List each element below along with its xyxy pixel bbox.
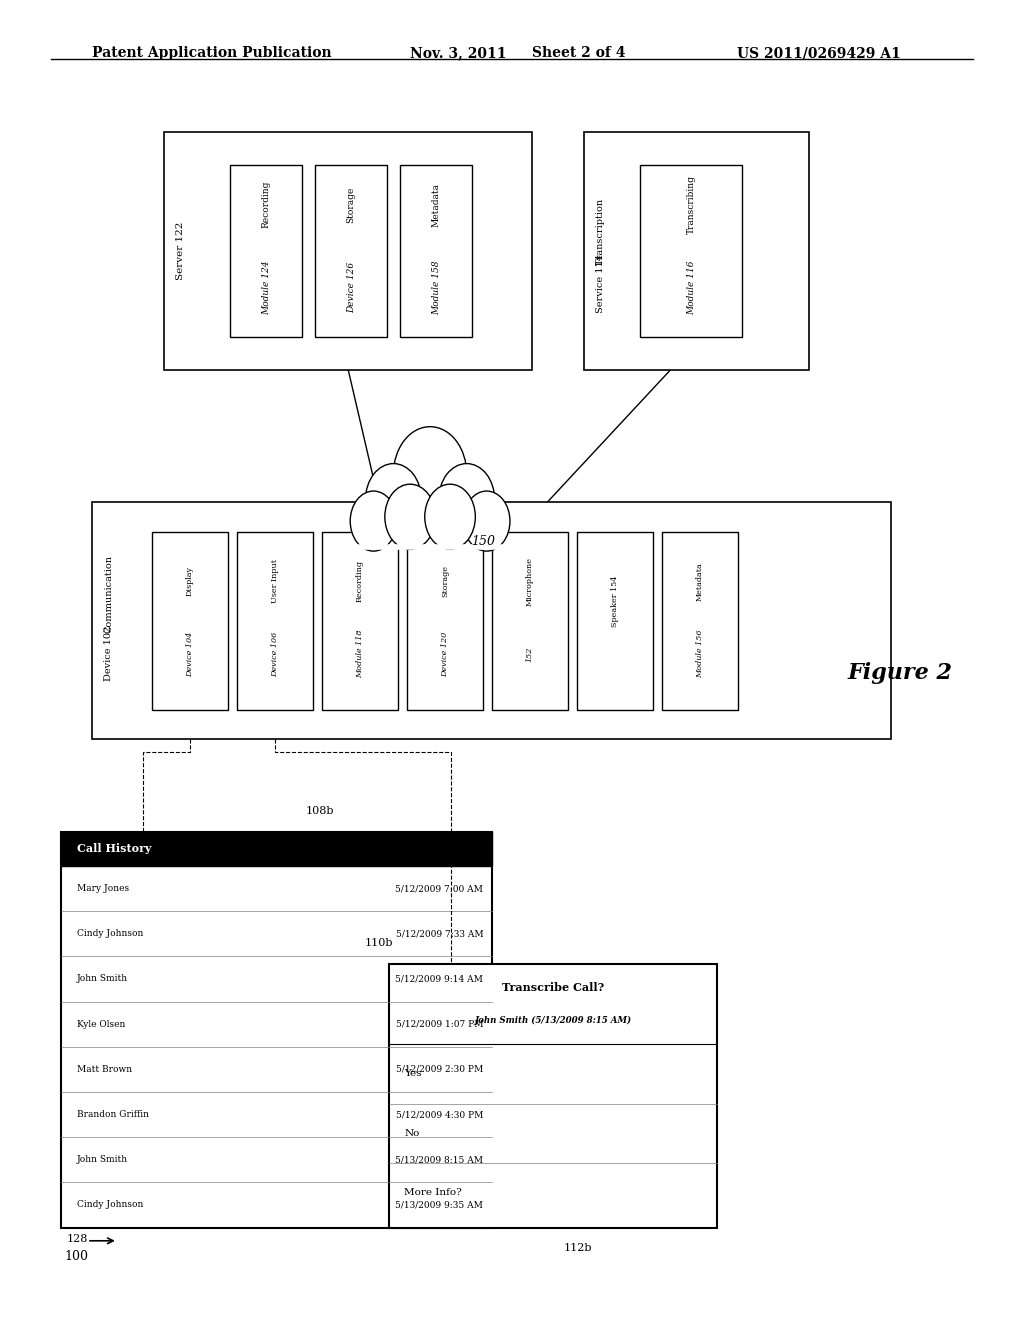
Bar [230,165,302,337]
Text: Transcribe Call?: Transcribe Call? [502,982,604,993]
Text: Sheet 2 of 4: Sheet 2 of 4 [532,46,626,61]
Circle shape [350,491,396,552]
Text: Brandon Griffin: Brandon Griffin [77,1110,148,1119]
Bar [61,832,492,1228]
Circle shape [463,491,510,552]
Text: Module 124: Module 124 [262,260,270,315]
Text: Mary Jones: Mary Jones [77,884,129,894]
Bar [407,532,483,710]
Text: Module 158: Module 158 [432,260,440,315]
Text: Yes: Yes [404,1069,422,1078]
Text: Recording: Recording [356,561,364,602]
Bar [92,502,891,739]
Text: 112b: 112b [563,1243,592,1254]
Text: Microphone: Microphone [526,557,534,606]
Text: Metadata: Metadata [432,182,440,227]
Text: 5/12/2009 9:14 AM: 5/12/2009 9:14 AM [395,974,483,983]
Text: John Smith: John Smith [77,974,128,983]
Text: 5/12/2009 4:30 PM: 5/12/2009 4:30 PM [396,1110,483,1119]
Text: Module 118: Module 118 [356,630,364,678]
Text: Device 102: Device 102 [104,626,114,681]
Text: Device 106: Device 106 [271,631,279,677]
Text: Nov. 3, 2011: Nov. 3, 2011 [410,46,506,61]
Bar [640,165,742,337]
Bar [315,165,387,337]
Text: Device 126: Device 126 [347,263,355,313]
Bar [400,165,472,337]
Text: Service 114: Service 114 [596,255,605,313]
Bar [152,532,228,710]
Text: Server 122: Server 122 [176,222,185,280]
Text: 108b: 108b [305,805,334,816]
Text: 150: 150 [471,535,495,548]
Text: Recording: Recording [262,181,270,228]
Text: Device 120: Device 120 [441,631,449,677]
Text: 5/13/2009 9:35 AM: 5/13/2009 9:35 AM [395,1200,483,1209]
Text: 5/12/2009 7:00 AM: 5/12/2009 7:00 AM [395,884,483,894]
Text: 128: 128 [67,1234,88,1245]
Circle shape [366,463,422,536]
Text: 110b: 110b [365,937,393,948]
Bar [61,832,492,866]
Text: 100: 100 [65,1250,89,1263]
Text: Metadata: Metadata [696,562,703,601]
Bar [237,532,313,710]
Text: Module 156: Module 156 [696,630,703,678]
Bar [584,132,809,370]
Text: 5/13/2009 8:15 AM: 5/13/2009 8:15 AM [395,1155,483,1164]
Circle shape [385,484,435,549]
Text: Storage: Storage [441,565,449,598]
Bar [389,964,717,1228]
Text: 5/12/2009 2:30 PM: 5/12/2009 2:30 PM [396,1065,483,1074]
Text: Transcribing: Transcribing [687,176,695,234]
Text: Cindy Johnson: Cindy Johnson [77,1200,143,1209]
Text: Call History: Call History [77,843,152,854]
Text: Speaker 154: Speaker 154 [611,576,618,627]
Text: No: No [404,1129,420,1138]
Text: US 2011/0269429 A1: US 2011/0269429 A1 [737,46,901,61]
Circle shape [425,484,475,549]
Text: Kyle Olsen: Kyle Olsen [77,1019,125,1028]
Text: 5/12/2009 7:33 AM: 5/12/2009 7:33 AM [395,929,483,939]
Circle shape [393,426,467,521]
Text: More Info?: More Info? [404,1188,462,1197]
Bar [322,532,398,710]
Text: 5/12/2009 1:07 PM: 5/12/2009 1:07 PM [396,1019,483,1028]
Text: Patent Application Publication: Patent Application Publication [92,46,332,61]
Bar [577,532,653,710]
Text: 152: 152 [526,647,534,661]
Text: Matt Brown: Matt Brown [77,1065,132,1074]
Text: Display: Display [186,566,194,597]
Text: John Smith: John Smith [77,1155,128,1164]
Text: User Input: User Input [271,560,279,603]
Text: John Smith (5/13/2009 8:15 AM): John Smith (5/13/2009 8:15 AM) [474,1016,632,1024]
Text: Storage: Storage [347,186,355,223]
Text: Module 116: Module 116 [687,260,695,315]
Bar [492,532,568,710]
Text: Figure 2: Figure 2 [847,663,952,684]
Text: Communication: Communication [104,554,114,634]
Text: Device 104: Device 104 [186,631,194,677]
Bar [164,132,532,370]
Bar [662,532,738,710]
Circle shape [438,463,495,536]
Text: Cindy Johnson: Cindy Johnson [77,929,143,939]
Text: Transcription: Transcription [596,198,605,264]
